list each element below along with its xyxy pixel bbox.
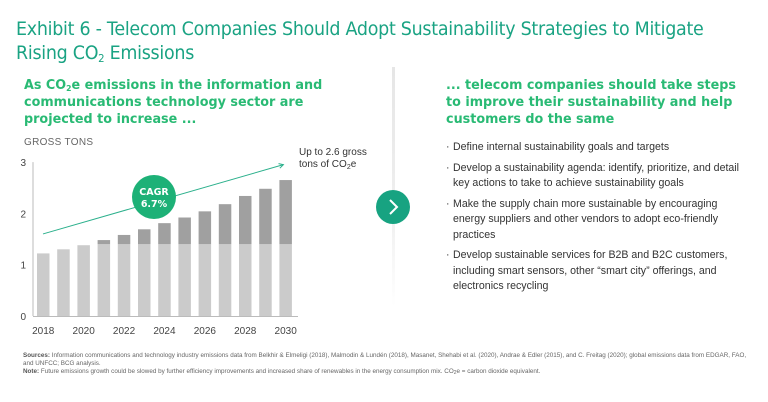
cagr-badge (132, 175, 176, 219)
cagr-value: 6.7% (141, 199, 168, 210)
x-tick-label: 2028 (234, 326, 257, 337)
y-tick-label: 1 (20, 261, 26, 272)
bar-segment-growth-2030 (279, 180, 292, 245)
note-label: Note: (23, 368, 40, 376)
x-tick-label: 2026 (194, 326, 217, 337)
bar-segment-base-2028 (239, 244, 252, 316)
panel-divider (392, 67, 395, 307)
annotation-subscript: 2 (346, 164, 351, 171)
list-item: Define internal sustainability goals and… (446, 140, 746, 156)
bar-segment-base-2027 (218, 244, 232, 316)
heading-text: As CO (24, 78, 67, 93)
bar-segment-growth-2025 (178, 217, 191, 245)
next-arrow-button[interactable] (376, 190, 410, 224)
note-text: e = carbon dioxide equivalent. (456, 368, 541, 376)
footnotes: Sources: Information communications and … (23, 352, 753, 377)
list-item: Develop a sustainability agenda: identif… (446, 161, 746, 192)
bar-segment-base-2030 (279, 244, 292, 316)
x-tick-label: 2030 (275, 326, 298, 337)
x-tick-label: 2020 (73, 326, 96, 337)
list-item: Make the supply chain more sustainable b… (446, 197, 746, 244)
y-tick-label: 2 (20, 209, 26, 220)
note-text: Future emissions growth could be slowed … (39, 368, 454, 376)
bar-segment-base-2021 (97, 244, 111, 316)
trend-arrowhead (278, 163, 285, 169)
x-tick-label: 2022 (113, 326, 136, 337)
bar-segment-base-2019 (57, 249, 70, 316)
title-subscript: 2 (98, 52, 105, 65)
y-axis-unit-label: GROSS TONS (24, 137, 94, 148)
sources-note: Sources: Information communications and … (23, 352, 753, 368)
bar-segment-growth-2029 (259, 188, 272, 245)
y-tick-label: 3 (20, 158, 26, 169)
bar-segment-base-2026 (198, 244, 212, 316)
title-text: Rising CO (16, 42, 99, 64)
action-list: Define internal sustainability goals and… (446, 140, 746, 300)
title-line-1: Exhibit 6 - Telecom Companies Should Ado… (16, 18, 704, 40)
bar-segment-growth-2027 (218, 204, 232, 245)
right-panel-heading: ... telecom companies should take steps … (446, 78, 736, 127)
bar-segment-growth-2023 (138, 229, 151, 245)
annotation-line-2: tons of CO2e (299, 159, 367, 171)
chevron-right-icon (389, 199, 399, 215)
bar-segment-base-2022 (117, 244, 131, 316)
annotation-text: e (350, 159, 357, 170)
bar-segment-base-2024 (158, 244, 171, 316)
annotation-text: tons of CO (299, 159, 347, 170)
list-item: Develop sustainable services for B2B and… (446, 248, 746, 295)
title-line-2: Rising CO2 Emissions (16, 41, 752, 65)
bar-segment-growth-2022 (117, 234, 131, 245)
y-tick-label: 0 (20, 312, 26, 323)
bar-segment-base-2025 (178, 244, 191, 316)
bar-segment-base-2018 (37, 253, 50, 316)
bar-segment-growth-2026 (198, 211, 212, 245)
sources-label: Sources: (23, 352, 50, 359)
heading-text: e emissions in the information and commu… (24, 78, 323, 127)
note: Note: Future emissions growth could be s… (23, 368, 753, 376)
cagr-label: CAGR (139, 187, 169, 198)
note-subscript: 2 (453, 370, 457, 377)
annotation-line-1: Up to 2.6 gross (299, 147, 367, 158)
bar-segment-growth-2028 (239, 195, 252, 245)
bar-segment-base-2023 (138, 244, 151, 316)
exhibit-title: Exhibit 6 - Telecom Companies Should Ado… (16, 17, 752, 65)
bar-segment-growth-2021 (97, 240, 111, 245)
bar-segment-base-2029 (259, 244, 272, 316)
left-panel-heading: As CO2e emissions in the information and… (24, 77, 331, 128)
x-tick-label: 2018 (32, 326, 55, 337)
sources-text: Information communications and technolog… (23, 352, 747, 368)
heading-subscript: 2 (66, 84, 72, 93)
chart-annotation: Up to 2.6 gross tons of CO2e (299, 147, 367, 171)
bar-segment-base-2020 (77, 245, 90, 316)
bar-segment-growth-2024 (158, 223, 171, 245)
title-text: Emissions (104, 42, 195, 64)
x-tick-label: 2024 (153, 326, 176, 337)
